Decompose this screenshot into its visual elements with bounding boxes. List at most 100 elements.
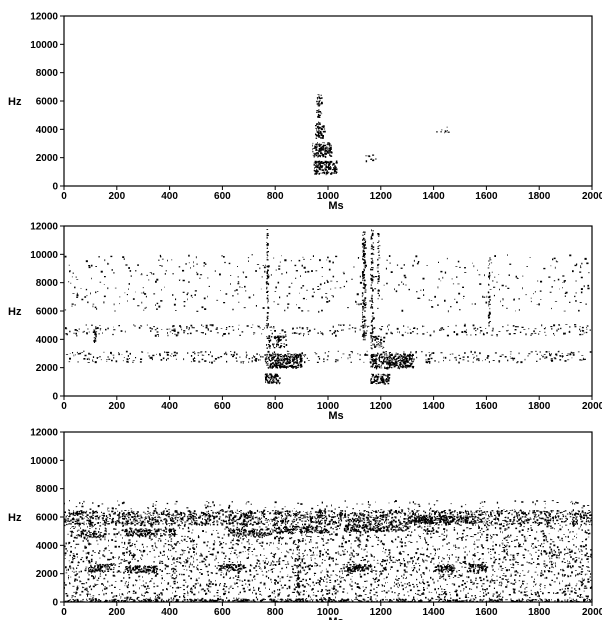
energy-regions [64,500,592,602]
energy-region [64,509,592,526]
x-tick-label: 600 [214,401,231,412]
x-tick-label: 200 [108,607,125,618]
energy-region [66,598,592,602]
energy-region [316,94,323,125]
x-tick-label: 800 [267,191,284,202]
y-tick-label: 10000 [30,40,58,51]
x-tick-label: 200 [108,401,125,412]
x-tick-label: 1000 [317,607,340,618]
energy-region [487,257,492,327]
energy-region [343,563,373,573]
y-axis-label: Hz [8,306,22,318]
energy-region [377,233,381,309]
x-tick-label: 800 [267,607,284,618]
y-tick-label: 6000 [36,97,59,108]
energy-regions [312,94,450,176]
y-axis-label: Hz [8,512,22,524]
energy-region [64,551,592,602]
spectrogram-panel-3: 0 2000 4000 6000 8000 10000 12000 0 200 400 600 800… [8,428,602,620]
y-tick-label: 4000 [36,335,59,346]
x-axis-label: Ms [328,410,343,422]
energy-region [88,563,113,573]
x-tick-label: 1200 [370,401,393,412]
x-tick-label: 1800 [528,401,551,412]
energy-region [266,229,270,327]
x-tick-label: 1000 [317,191,340,202]
x-tick-label: 1000 [317,401,340,412]
x-tick-label: 2000 [582,607,602,618]
energy-region [64,500,590,512]
x-tick-label: 1600 [475,191,498,202]
y-tick-label: 8000 [36,484,59,495]
y-tick-label: 0 [52,598,58,609]
energy-region [468,563,489,573]
energy-region [370,353,415,370]
spectrogram-panel-1: 0 2000 4000 6000 8000 10000 12000 0 200 400 600 800… [8,12,602,213]
energy-region [343,524,410,533]
y-tick-label: 6000 [36,513,59,524]
energy-region [124,528,177,538]
x-tick-label: 0 [61,191,67,202]
energy-region [93,327,98,343]
x-tick-label: 800 [267,401,284,412]
x-tick-label: 600 [214,607,231,618]
energy-region [124,565,158,574]
y-tick-label: 8000 [36,278,59,289]
energy-region [370,373,391,385]
energy-region [436,126,450,134]
energy-region [264,373,281,385]
y-tick-label: 2000 [36,153,59,164]
energy-region [361,231,367,341]
energy-region [264,353,303,369]
y-tick-label: 0 [52,182,58,193]
energy-region [313,160,338,176]
y-tick-label: 8000 [36,68,59,79]
energy-region [370,335,386,350]
x-tick-label: 2000 [582,401,602,412]
energy-region [64,524,592,553]
x-tick-label: 1200 [370,607,393,618]
y-tick-label: 0 [52,392,58,403]
energy-region [407,515,478,525]
x-tick-label: 0 [61,607,67,618]
x-tick-label: 1800 [528,607,551,618]
x-tick-label: 400 [161,607,178,618]
y-tick-label: 6000 [36,307,59,318]
x-tick-label: 1200 [370,191,393,202]
energy-region [266,335,288,349]
energy-region [315,123,326,139]
x-tick-label: 1400 [422,401,445,412]
y-tick-label: 10000 [30,456,58,467]
energy-region [275,525,329,535]
plot-frame [63,225,593,397]
x-tick-label: 1600 [475,607,498,618]
energy-region [296,539,301,593]
plot-frame [63,15,593,187]
y-tick-label: 2000 [36,569,59,580]
x-tick-label: 200 [108,191,125,202]
y-tick-label: 2000 [36,363,59,374]
x-tick-label: 600 [214,191,231,202]
x-axis-label: Ms [328,200,343,212]
spectrogram-panel-2: 0 2000 4000 6000 8000 10000 12000 0 200 400 600 800… [8,222,602,423]
x-tick-label: 1400 [422,607,445,618]
y-tick-label: 12000 [30,12,58,23]
energy-region [79,529,107,539]
x-tick-label: 400 [161,401,178,412]
energy-regions [64,229,592,385]
energy-region [217,563,245,573]
y-axis-label: Hz [8,96,22,108]
energy-region [365,154,377,163]
x-axis-label: Ms [328,616,343,620]
y-tick-label: 4000 [36,541,59,552]
x-tick-label: 1600 [475,401,498,412]
energy-region [434,563,456,573]
x-tick-label: 2000 [582,191,602,202]
x-tick-label: 1800 [528,191,551,202]
y-tick-label: 10000 [30,250,58,261]
y-tick-label: 12000 [30,428,58,439]
x-tick-label: 1400 [422,191,445,202]
energy-region [227,528,272,537]
y-tick-label: 4000 [36,125,59,136]
